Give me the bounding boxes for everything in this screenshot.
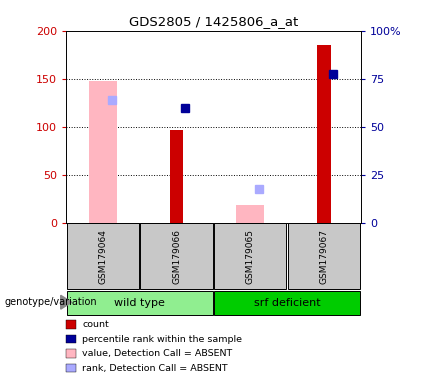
Bar	[236, 205, 264, 223]
Text: rank, Detection Call = ABSENT: rank, Detection Call = ABSENT	[82, 364, 228, 373]
Bar	[317, 45, 330, 223]
Bar	[288, 223, 360, 289]
Bar	[214, 291, 360, 316]
Bar	[67, 291, 213, 316]
Text: genotype/variation: genotype/variation	[4, 297, 97, 307]
Bar	[214, 223, 286, 289]
Text: GSM179065: GSM179065	[246, 229, 255, 284]
Bar	[140, 223, 213, 289]
Bar	[67, 223, 139, 289]
Title: GDS2805 / 1425806_a_at: GDS2805 / 1425806_a_at	[129, 15, 298, 28]
Text: GSM179067: GSM179067	[319, 229, 328, 284]
Text: GSM179066: GSM179066	[172, 229, 181, 284]
Text: value, Detection Call = ABSENT: value, Detection Call = ABSENT	[82, 349, 232, 358]
Text: percentile rank within the sample: percentile rank within the sample	[82, 334, 242, 344]
Bar	[170, 130, 183, 223]
Text: count: count	[82, 320, 109, 329]
Text: wild type: wild type	[114, 298, 165, 308]
Text: srf deficient: srf deficient	[254, 298, 320, 308]
Bar	[89, 81, 117, 223]
Text: GSM179064: GSM179064	[99, 229, 107, 284]
